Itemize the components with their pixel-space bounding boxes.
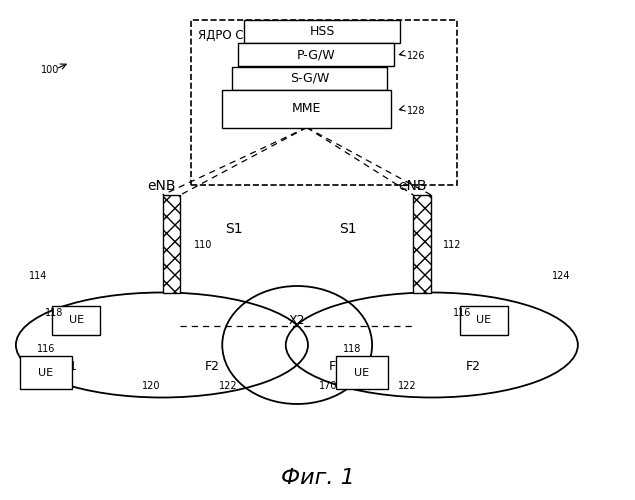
Text: 124: 124 [552,271,571,281]
Text: 110: 110 [194,240,212,250]
Text: F1: F1 [62,360,77,372]
Text: F2: F2 [465,360,481,372]
Bar [460,306,508,334]
Text: MME: MME [291,102,321,116]
Text: X2: X2 [289,314,305,328]
Text: 120: 120 [142,381,160,391]
Text: ЯДРО СЕТИ: ЯДРО СЕТИ [198,29,267,42]
Text: eNB: eNB [399,178,427,192]
Text: 116: 116 [37,344,55,353]
Text: 122: 122 [219,381,237,391]
Text: 128: 128 [407,106,425,116]
Text: 112: 112 [443,240,461,250]
Text: 122: 122 [398,381,416,391]
Text: 170: 170 [319,381,338,391]
Bar [413,195,431,292]
Text: UE: UE [69,315,84,325]
Text: S1: S1 [225,222,243,236]
Bar [238,44,394,66]
Text: 118: 118 [344,344,361,353]
Bar [232,67,387,90]
Bar [52,306,100,334]
Bar [163,195,180,292]
Text: P-G/W: P-G/W [297,48,335,61]
Bar [20,356,72,389]
Text: UE: UE [476,315,491,325]
Text: 118: 118 [45,308,64,318]
Text: HSS: HSS [310,24,335,38]
Text: S-G/W: S-G/W [290,72,330,85]
Bar [222,90,391,128]
Text: 126: 126 [407,51,425,61]
Text: UE: UE [354,368,370,378]
Text: 100: 100 [41,65,60,75]
Text: S1: S1 [339,222,357,236]
Text: F2: F2 [205,360,220,372]
Text: UE: UE [38,368,53,378]
Text: 114: 114 [29,271,47,281]
Text: eNB: eNB [148,178,176,192]
Bar [244,20,400,42]
Text: Фиг. 1: Фиг. 1 [281,468,354,487]
Bar [336,356,388,389]
Text: F1: F1 [329,360,344,372]
Text: 116: 116 [453,308,471,318]
Bar [190,20,457,185]
